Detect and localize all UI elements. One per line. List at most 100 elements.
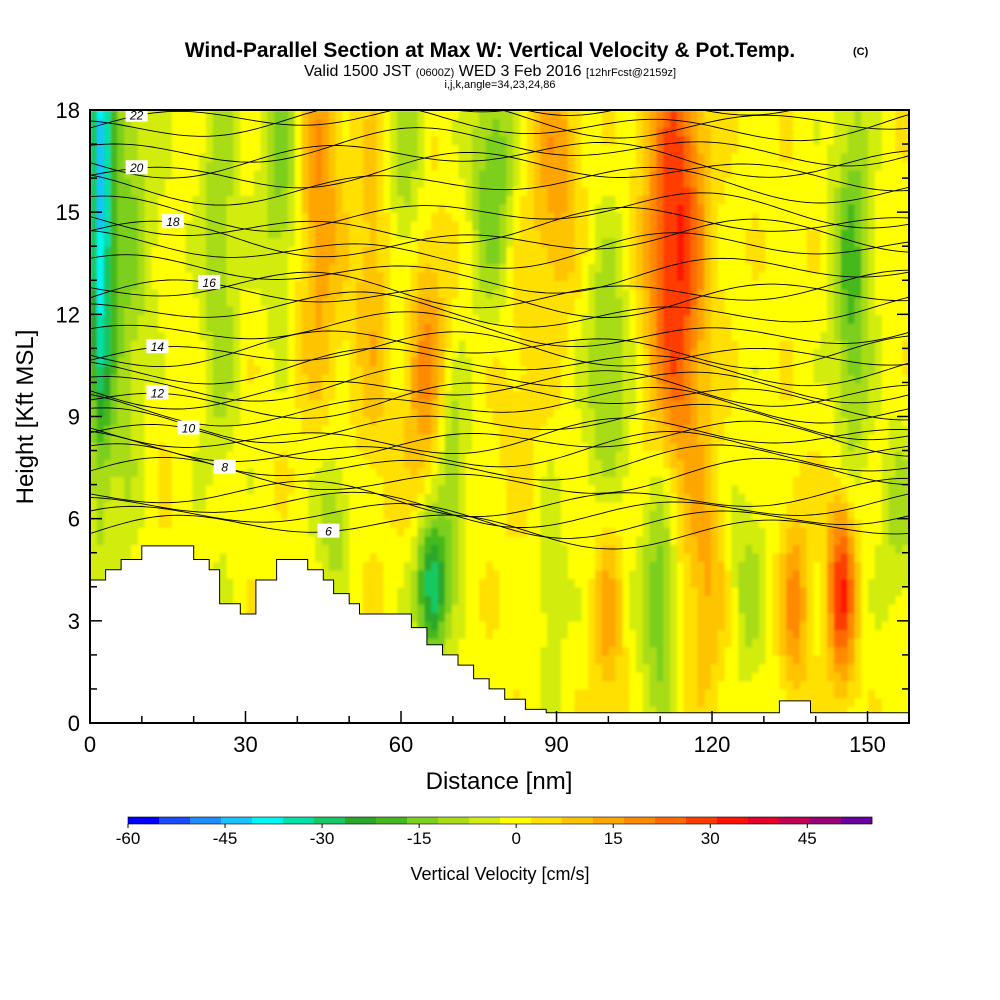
velocity-cell — [424, 510, 433, 520]
velocity-cell — [868, 697, 876, 707]
velocity-cell — [417, 484, 426, 494]
velocity-cell — [615, 680, 624, 690]
velocity-cell — [547, 518, 555, 528]
velocity-cell — [697, 493, 706, 503]
velocity-cell — [636, 373, 644, 384]
velocity-cell — [731, 459, 740, 469]
velocity-cell — [90, 382, 98, 392]
velocity-cell — [847, 646, 856, 656]
velocity-cell — [567, 586, 576, 597]
velocity-cell — [376, 433, 385, 443]
velocity-cell — [335, 442, 344, 452]
velocity-cell — [513, 407, 521, 418]
velocity-cell — [219, 569, 228, 580]
velocity-cell — [403, 416, 412, 426]
velocity-cell — [533, 493, 542, 503]
velocity-cell — [854, 654, 863, 665]
velocity-cell — [827, 629, 835, 639]
velocity-cell — [294, 535, 303, 545]
velocity-cell — [588, 705, 596, 716]
velocity-cell — [847, 569, 856, 580]
velocity-cell — [465, 373, 473, 384]
velocity-cell — [902, 527, 909, 537]
velocity-cell — [868, 476, 876, 486]
velocity-cell — [608, 476, 617, 486]
velocity-cell — [888, 654, 897, 665]
velocity-cell — [595, 688, 603, 699]
velocity-cell — [506, 416, 514, 426]
velocity-cell — [622, 501, 630, 511]
velocity-cell — [690, 586, 699, 597]
velocity-cell — [165, 407, 173, 418]
velocity-cell — [758, 416, 767, 426]
velocity-cell — [178, 510, 187, 520]
velocity-cell — [240, 501, 248, 511]
velocity-cell — [499, 501, 508, 511]
velocity-cell — [615, 603, 624, 614]
velocity-cell — [792, 612, 801, 622]
velocity-cell — [622, 416, 630, 426]
velocity-cell — [663, 697, 671, 707]
velocity-cell — [608, 416, 617, 426]
velocity-cell — [567, 518, 576, 528]
velocity-cell — [745, 705, 753, 716]
velocity-cell — [431, 535, 439, 545]
velocity-cell — [847, 654, 856, 665]
velocity-cell — [629, 688, 637, 699]
velocity-cell — [895, 552, 903, 563]
velocity-cell — [458, 407, 467, 418]
velocity-cell — [212, 510, 221, 520]
velocity-cell — [274, 416, 282, 426]
velocity-cell — [124, 390, 132, 401]
velocity-cell — [485, 390, 494, 401]
velocity-cell — [301, 442, 310, 452]
velocity-cell — [267, 484, 276, 494]
velocity-cell — [567, 467, 576, 477]
velocity-cell — [697, 637, 706, 648]
velocity-cell — [492, 407, 501, 418]
velocity-cell — [281, 510, 289, 520]
velocity-cell — [506, 552, 514, 563]
velocity-cell — [294, 493, 303, 503]
velocity-cell — [465, 612, 473, 622]
velocity-cell — [854, 399, 863, 409]
velocity-cell — [752, 654, 760, 665]
velocity-cell — [397, 527, 405, 537]
velocity-cell — [813, 390, 822, 401]
velocity-cell — [206, 561, 214, 571]
velocity-cell — [363, 518, 371, 528]
velocity-cell — [403, 399, 412, 409]
velocity-cell — [554, 459, 562, 469]
velocity-cell — [513, 467, 521, 477]
velocity-cell — [513, 416, 521, 426]
velocity-cell — [383, 552, 392, 563]
velocity-cell — [636, 510, 644, 520]
velocity-cell — [881, 612, 890, 622]
velocity-cell — [588, 535, 596, 545]
velocity-cell — [881, 467, 890, 477]
velocity-cell — [799, 620, 808, 631]
velocity-cell — [786, 688, 794, 699]
velocity-cell — [165, 382, 173, 392]
velocity-cell — [274, 390, 282, 401]
velocity-cell — [369, 425, 378, 435]
velocity-cell — [369, 493, 378, 503]
velocity-cell — [356, 459, 364, 469]
velocity-cell — [752, 484, 760, 494]
velocity-cell — [90, 459, 98, 469]
velocity-cell — [895, 654, 903, 665]
velocity-cell — [731, 620, 740, 631]
velocity-cell — [485, 561, 494, 571]
velocity-cell — [670, 467, 678, 477]
velocity-cell — [840, 578, 849, 588]
velocity-cell — [724, 663, 733, 673]
velocity-cell — [649, 637, 658, 648]
velocity-cell — [847, 382, 856, 392]
velocity-cell — [881, 688, 890, 699]
velocity-cell — [431, 637, 439, 648]
velocity-cell — [902, 697, 909, 707]
velocity-cell — [253, 425, 262, 435]
velocity-cell — [806, 561, 815, 571]
velocity-cell — [792, 603, 801, 614]
velocity-cell — [786, 654, 794, 665]
